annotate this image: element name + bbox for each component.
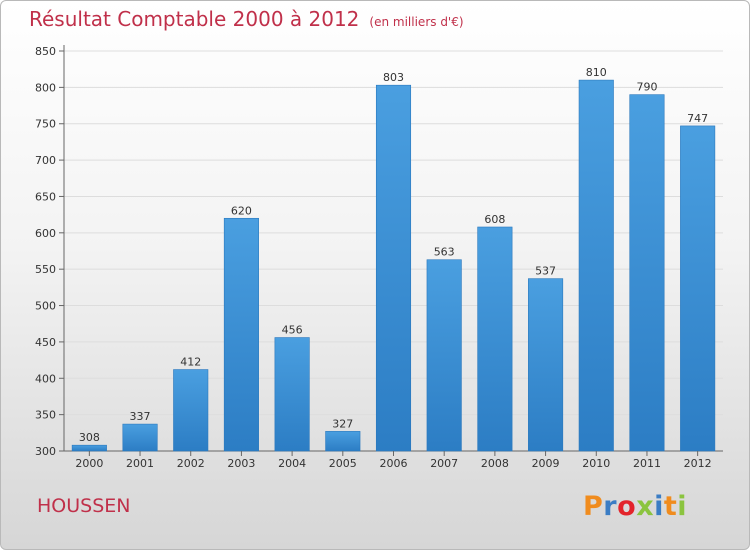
- bar: [426, 259, 462, 452]
- bar: [629, 94, 665, 452]
- x-tick-label: 2007: [430, 457, 458, 470]
- x-tick-label: 2000: [75, 457, 103, 470]
- x-tick-label: 2004: [278, 457, 306, 470]
- x-tick-label: 2001: [126, 457, 154, 470]
- bar: [375, 84, 412, 452]
- y-tick-label: 650: [35, 190, 56, 203]
- data-label: 337: [130, 410, 151, 423]
- data-label: 790: [636, 81, 657, 94]
- data-label: 608: [484, 213, 505, 226]
- y-tick-label: 450: [35, 336, 56, 349]
- data-label: 412: [180, 356, 201, 369]
- data-label: 747: [687, 112, 708, 125]
- data-label: 537: [535, 265, 556, 278]
- data-label: 563: [434, 246, 455, 259]
- x-tick-label: 2006: [380, 457, 408, 470]
- bar: [680, 125, 716, 452]
- bar: [122, 423, 158, 452]
- bar: [477, 226, 513, 452]
- bar: [578, 79, 614, 452]
- bar: [274, 337, 310, 452]
- y-tick-label: 300: [35, 445, 56, 458]
- x-tick-label: 2008: [481, 457, 509, 470]
- logo-letter: x: [636, 491, 655, 522]
- data-label: 803: [383, 71, 404, 84]
- logo-letter: o: [617, 491, 637, 522]
- data-label: 810: [586, 66, 607, 79]
- x-tick-label: 2003: [227, 457, 255, 470]
- bar: [528, 278, 564, 452]
- data-label: 620: [231, 204, 252, 217]
- bar: [173, 369, 209, 452]
- y-tick-label: 700: [35, 154, 56, 167]
- x-tick-label: 2011: [633, 457, 661, 470]
- x-tick-label: 2002: [177, 457, 205, 470]
- y-tick-label: 800: [35, 81, 56, 94]
- chart-unit: (en milliers d'€): [369, 15, 464, 29]
- data-label: 308: [79, 431, 100, 444]
- chart-title: Résultat Comptable 2000 à 2012 (en millie…: [29, 7, 464, 31]
- chart-title-text: Résultat Comptable 2000 à 2012: [29, 7, 360, 31]
- bar: [223, 217, 259, 452]
- data-label: 456: [282, 324, 303, 337]
- x-tick-label: 2012: [684, 457, 712, 470]
- y-tick-label: 500: [35, 300, 56, 313]
- logo-letter: i: [654, 491, 664, 522]
- logo-letter: P: [583, 491, 604, 522]
- logo-letter: r: [603, 491, 618, 522]
- place-name: HOUSSEN: [37, 495, 131, 517]
- y-tick-label: 400: [35, 372, 56, 385]
- y-tick-label: 350: [35, 409, 56, 422]
- y-tick-label: 550: [35, 263, 56, 276]
- logo-letter: i: [677, 491, 688, 522]
- proxiti-logo: Proxiti: [583, 491, 687, 522]
- x-tick-label: 2010: [582, 457, 610, 470]
- x-tick-label: 2009: [532, 457, 560, 470]
- x-tick-label: 2005: [329, 457, 357, 470]
- bar: [325, 431, 361, 452]
- logo-letter: t: [663, 491, 678, 522]
- y-tick-label: 750: [35, 118, 56, 131]
- bar: [71, 444, 107, 452]
- data-label: 327: [332, 417, 353, 430]
- y-tick-label: 600: [35, 227, 56, 240]
- y-tick-label: 850: [35, 45, 56, 58]
